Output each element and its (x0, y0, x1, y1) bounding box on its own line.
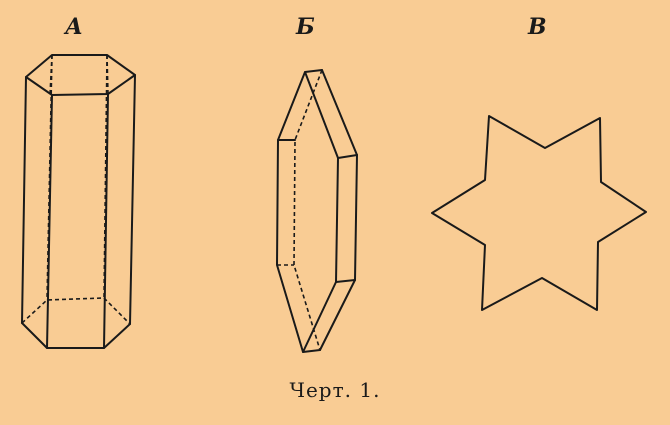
figure-caption: Черт. 1. (289, 378, 381, 402)
six-pointed-star (431, 115, 647, 311)
figure-v-label: В (528, 14, 547, 40)
hexagonal-prism (21, 54, 136, 349)
hexagonal-plate (276, 69, 358, 353)
figure-a-label: А (65, 14, 83, 40)
figure-b-label: Б (296, 14, 315, 40)
